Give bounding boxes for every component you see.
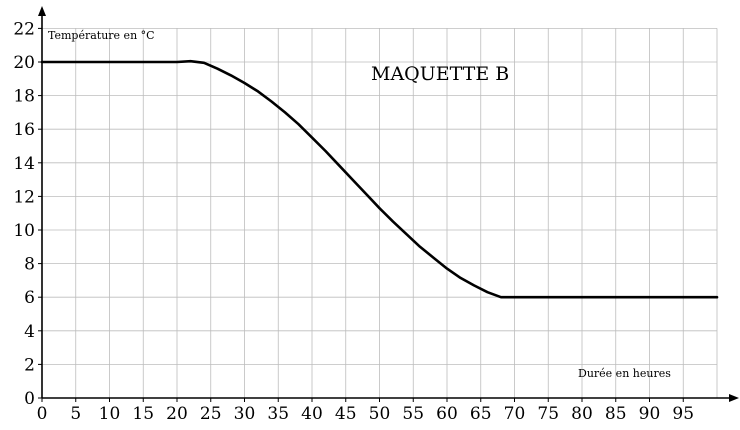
- y-tick-label: 22: [13, 19, 35, 39]
- x-tick-label: 40: [301, 404, 323, 424]
- x-axis-label: Durée en heures: [578, 367, 671, 380]
- y-axis-arrow: [38, 6, 46, 16]
- x-tick-label: 65: [470, 404, 492, 424]
- y-tick-label: 20: [13, 53, 35, 73]
- x-tick-label: 50: [369, 404, 391, 424]
- x-axis-arrow: [729, 394, 739, 402]
- x-tick-label: 75: [537, 404, 559, 424]
- y-tick-labels: 0 2 4 6 8 10 12 14 16 18 20 22: [13, 19, 42, 409]
- x-tick-label: 95: [672, 404, 694, 424]
- temperature-curve: [40, 59, 719, 299]
- y-tick-label: 18: [13, 87, 35, 107]
- x-tick-label: 55: [402, 404, 424, 424]
- x-tick-label: 80: [571, 404, 593, 424]
- y-tick-label: 8: [24, 255, 35, 275]
- x-tick-label: 20: [166, 404, 188, 424]
- x-tick-label: 10: [99, 404, 121, 424]
- x-tick-label: 70: [504, 404, 526, 424]
- x-tick-label: 15: [132, 404, 154, 424]
- y-tick-label: 14: [13, 154, 35, 174]
- x-tick-label: 0: [37, 404, 48, 424]
- x-tick-label: 60: [436, 404, 458, 424]
- y-tick-label: 10: [13, 221, 35, 241]
- y-tick-label: 4: [24, 322, 35, 342]
- y-tick-label: 12: [13, 187, 35, 207]
- y-tick-label: 6: [24, 288, 35, 308]
- axes: [38, 6, 739, 402]
- series-group: [40, 59, 719, 299]
- x-tick-label: 5: [70, 404, 81, 424]
- chart-title: MAQUETTE B: [371, 63, 509, 85]
- y-axis-label: Température en °C: [48, 29, 155, 42]
- y-tick-label: 16: [13, 120, 35, 140]
- y-tick-label: 0: [24, 389, 35, 409]
- y-tick-label: 2: [24, 355, 35, 375]
- x-tick-label: 35: [267, 404, 289, 424]
- x-tick-label: 25: [200, 404, 222, 424]
- x-tick-label: 45: [335, 404, 357, 424]
- x-tick-label: 90: [639, 404, 661, 424]
- x-tick-label: 85: [605, 404, 627, 424]
- x-tick-labels: 0 5 10 15 20 25 30 35 40 45 50 55 60 65 70 75 80 85 90 95: [37, 398, 694, 424]
- x-tick-label: 30: [234, 404, 256, 424]
